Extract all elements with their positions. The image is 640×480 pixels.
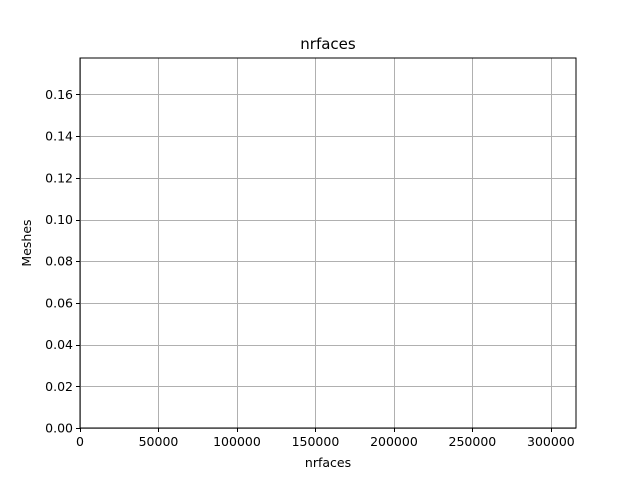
- plot-frame: [79, 57, 577, 429]
- x-tick-label: 150000: [292, 434, 340, 449]
- chart-title: nrfaces: [300, 35, 356, 53]
- y-tick-label: 0.16: [45, 87, 73, 102]
- y-tick-label: 0.06: [45, 295, 73, 310]
- x-tick-label: 100000: [213, 434, 261, 449]
- y-axis-label: Meshes: [19, 219, 34, 266]
- y-tick-label: 0.04: [45, 337, 73, 352]
- grid: [80, 58, 576, 429]
- y-tick-label: 0.12: [45, 170, 73, 185]
- x-tick-label: 50000: [139, 434, 179, 449]
- x-axis: 0 50000 100000 150000 200000 250000 300000: [76, 428, 575, 449]
- x-tick-label: 300000: [527, 434, 575, 449]
- x-axis-label: nrfaces: [305, 455, 351, 470]
- y-tick-label: 0.02: [45, 379, 73, 394]
- y-axis: 0.00 0.02 0.04 0.06 0.08 0.10 0.12 0.14 0.16: [45, 87, 80, 436]
- y-tick-label: 0.10: [45, 212, 73, 227]
- x-tick-label: 0: [76, 434, 84, 449]
- x-tick-label: 250000: [449, 434, 497, 449]
- x-tick-label: 200000: [370, 434, 418, 449]
- y-tick-label: 0.14: [45, 129, 73, 144]
- y-tick-label: 0.00: [45, 421, 73, 436]
- y-tick-label: 0.08: [45, 254, 73, 269]
